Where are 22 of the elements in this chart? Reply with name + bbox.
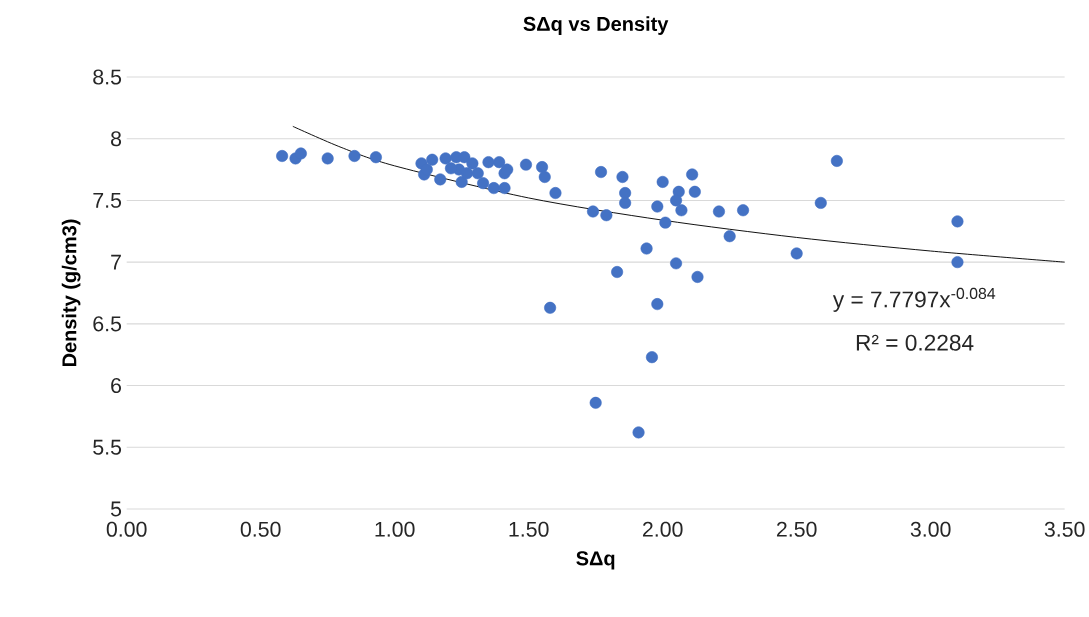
y-axis-title: Density (g/cm3) [61, 219, 81, 367]
x-tick-label: 2.50 [776, 521, 817, 537]
y-tick-label: 8.5 [93, 69, 122, 85]
y-tick-label: 8 [111, 131, 122, 147]
line-series [292, 125, 1066, 263]
x-axis-title: SΔq [576, 551, 615, 570]
x-tick-label: 2.00 [642, 521, 683, 537]
y-tick-label: 6.5 [93, 316, 122, 332]
y-tick-label: 5 [110, 501, 122, 517]
x-tick-label: 3.50 [1044, 521, 1085, 537]
x-tick-label: 1.50 [509, 521, 549, 537]
y-tick-label: 5.5 [93, 439, 122, 455]
y-tick-label: 6 [111, 378, 122, 394]
annotation: R² = 0.2284 [856, 334, 974, 351]
x-tick-label: 3.00 [910, 521, 951, 537]
x-tick-label: 1.00 [375, 521, 415, 537]
chart-title: SΔq vs Density [523, 16, 669, 35]
annotation: y = 7.7797x$^{-0.084}$ [832, 287, 996, 312]
y-tick-label: 7.5 [93, 192, 122, 208]
x-tick-label: 0.50 [240, 521, 281, 537]
y-tick-label: 7 [111, 254, 121, 270]
x-tick-label: 0.00 [106, 521, 147, 537]
